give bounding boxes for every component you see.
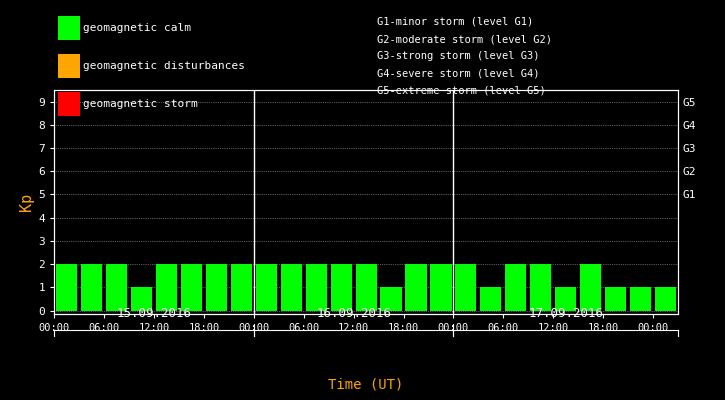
Bar xyxy=(355,264,377,310)
Bar xyxy=(655,287,676,310)
Text: 17.09.2016: 17.09.2016 xyxy=(528,307,603,320)
Text: G3-strong storm (level G3): G3-strong storm (level G3) xyxy=(377,51,539,61)
Bar xyxy=(331,264,352,310)
Bar xyxy=(455,264,476,310)
Bar xyxy=(505,264,526,310)
Bar xyxy=(630,287,651,310)
Bar xyxy=(306,264,327,310)
Text: G5-extreme storm (level G5): G5-extreme storm (level G5) xyxy=(377,86,546,96)
Text: geomagnetic storm: geomagnetic storm xyxy=(83,99,198,109)
Bar xyxy=(555,287,576,310)
Bar xyxy=(181,264,202,310)
Bar xyxy=(480,287,502,310)
Text: G4-severe storm (level G4): G4-severe storm (level G4) xyxy=(377,69,539,78)
Bar xyxy=(106,264,128,310)
Bar xyxy=(381,287,402,310)
Bar xyxy=(605,287,626,310)
Text: G2-moderate storm (level G2): G2-moderate storm (level G2) xyxy=(377,34,552,44)
Bar xyxy=(405,264,426,310)
Bar xyxy=(57,264,78,310)
Bar xyxy=(156,264,177,310)
Bar xyxy=(256,264,277,310)
Text: Time (UT): Time (UT) xyxy=(328,377,404,391)
Y-axis label: Kp: Kp xyxy=(20,193,34,211)
Bar xyxy=(431,264,452,310)
Bar xyxy=(131,287,152,310)
Bar xyxy=(81,264,102,310)
Text: 16.09.2016: 16.09.2016 xyxy=(316,307,392,320)
Bar xyxy=(530,264,551,310)
Bar xyxy=(231,264,252,310)
Text: geomagnetic calm: geomagnetic calm xyxy=(83,23,191,33)
Bar xyxy=(206,264,227,310)
Text: geomagnetic disturbances: geomagnetic disturbances xyxy=(83,61,245,71)
Bar xyxy=(281,264,302,310)
Text: G1-minor storm (level G1): G1-minor storm (level G1) xyxy=(377,17,534,27)
Text: 15.09.2016: 15.09.2016 xyxy=(117,307,191,320)
Bar xyxy=(580,264,601,310)
